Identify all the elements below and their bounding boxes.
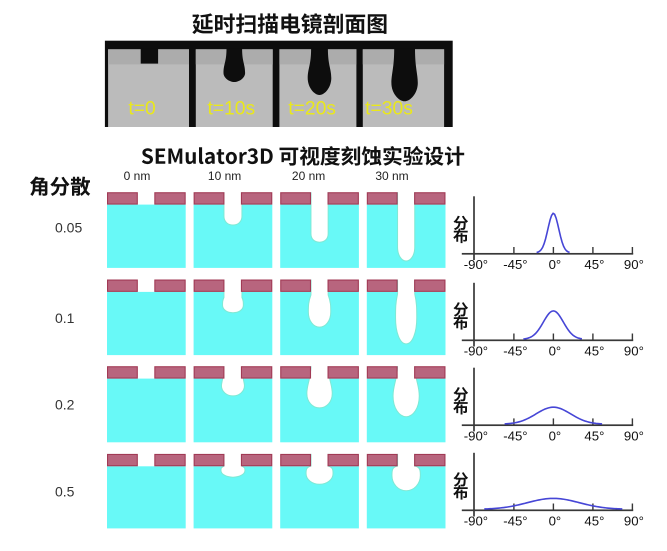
svg-text:t=30s: t=30s: [365, 98, 413, 119]
svg-text:0.05: 0.05: [55, 219, 82, 235]
svg-text:0°: 0°: [549, 344, 562, 359]
svg-text:-90°: -90°: [464, 429, 488, 444]
svg-text:t=10s: t=10s: [207, 98, 255, 119]
svg-text:90°: 90°: [624, 514, 644, 529]
svg-text:0°: 0°: [549, 257, 562, 272]
svg-text:0.5: 0.5: [55, 484, 75, 500]
svg-text:t=20s: t=20s: [288, 98, 336, 119]
svg-text:0.1: 0.1: [55, 310, 75, 326]
svg-text:-45°: -45°: [503, 344, 527, 359]
svg-text:90°: 90°: [624, 257, 644, 272]
svg-text:-90°: -90°: [464, 257, 488, 272]
svg-text:-45°: -45°: [503, 514, 527, 529]
svg-text:-90°: -90°: [464, 344, 488, 359]
svg-text:0°: 0°: [549, 429, 562, 444]
svg-text:30 nm: 30 nm: [375, 169, 408, 183]
svg-text:10 nm: 10 nm: [208, 169, 241, 183]
svg-text:-45°: -45°: [503, 429, 527, 444]
svg-text:20 nm: 20 nm: [292, 169, 325, 183]
svg-text:-45°: -45°: [503, 257, 527, 272]
svg-text:0 nm: 0 nm: [124, 169, 151, 183]
svg-text:90°: 90°: [624, 429, 644, 444]
svg-text:0.2: 0.2: [55, 397, 75, 413]
svg-text:45°: 45°: [584, 514, 604, 529]
svg-text:45°: 45°: [584, 344, 604, 359]
svg-text:-90°: -90°: [464, 514, 488, 529]
svg-text:45°: 45°: [584, 429, 604, 444]
svg-text:t=0: t=0: [128, 98, 155, 119]
svg-text:0°: 0°: [549, 514, 562, 529]
svg-text:45°: 45°: [584, 257, 604, 272]
svg-text:90°: 90°: [624, 344, 644, 359]
